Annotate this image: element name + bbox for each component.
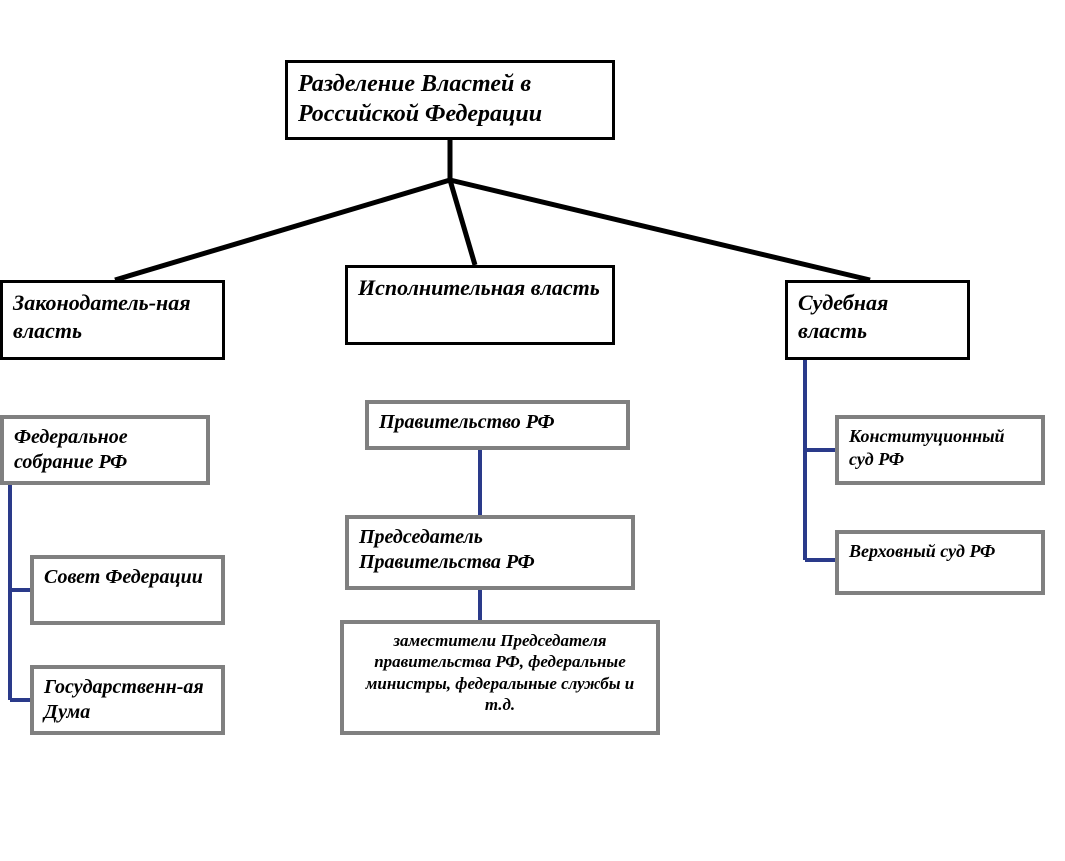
supreme-court-box: Верховный суд РФ (835, 530, 1045, 595)
federal-assembly-box: Федеральное собрание РФ (0, 415, 210, 485)
executive-header: Исполнительная власть (345, 265, 615, 345)
federation-council-label: Совет Федерации (44, 565, 203, 590)
constitutional-court-box: Конституционный суд РФ (835, 415, 1045, 485)
root-label: Разделение Властей в Российской Федераци… (298, 69, 602, 129)
state-duma-box: Государственн-ая Дума (30, 665, 225, 735)
government-box: Правительство РФ (365, 400, 630, 450)
government-label: Правительство РФ (379, 410, 554, 435)
legislative-header-label: Законодатель-ная власть (13, 289, 212, 344)
deputies-box: заместители Председателя правительства Р… (340, 620, 660, 735)
chairman-label: Председатель Правительства РФ (359, 525, 621, 575)
legislative-header: Законодатель-ная власть (0, 280, 225, 360)
state-duma-label: Государственн-ая Дума (44, 675, 211, 725)
judicial-header: Судебная власть (785, 280, 970, 360)
deputies-label: заместители Председателя правительства Р… (354, 630, 646, 715)
root-box: Разделение Властей в Российской Федераци… (285, 60, 615, 140)
constitutional-court-label: Конституционный суд РФ (849, 425, 1031, 470)
chairman-box: Председатель Правительства РФ (345, 515, 635, 590)
executive-header-label: Исполнительная власть (358, 274, 600, 302)
judicial-header-label: Судебная власть (798, 289, 957, 344)
federal-assembly-label: Федеральное собрание РФ (14, 425, 196, 475)
root-to-executive (450, 180, 475, 265)
supreme-court-label: Верховный суд РФ (849, 540, 995, 563)
federation-council-box: Совет Федерации (30, 555, 225, 625)
